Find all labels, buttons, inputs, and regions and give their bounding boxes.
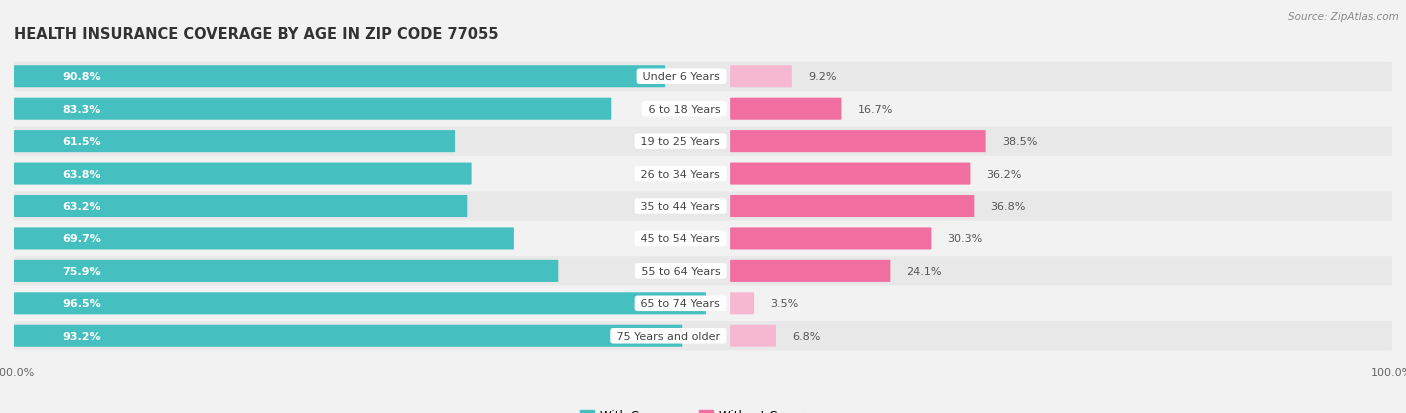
- Text: 75 Years and older: 75 Years and older: [613, 331, 724, 341]
- FancyBboxPatch shape: [730, 163, 970, 185]
- FancyBboxPatch shape: [14, 292, 706, 315]
- FancyBboxPatch shape: [14, 159, 1392, 189]
- FancyBboxPatch shape: [14, 98, 612, 121]
- Text: 65 to 74 Years: 65 to 74 Years: [637, 299, 724, 309]
- Text: HEALTH INSURANCE COVERAGE BY AGE IN ZIP CODE 77055: HEALTH INSURANCE COVERAGE BY AGE IN ZIP …: [14, 26, 499, 41]
- Text: 55 to 64 Years: 55 to 64 Years: [637, 266, 724, 276]
- Legend: With Coverage, Without Coverage: With Coverage, Without Coverage: [575, 404, 831, 413]
- Text: 30.3%: 30.3%: [948, 234, 983, 244]
- Text: Source: ZipAtlas.com: Source: ZipAtlas.com: [1288, 12, 1399, 22]
- FancyBboxPatch shape: [14, 95, 1392, 124]
- Text: 61.5%: 61.5%: [63, 137, 101, 147]
- Text: Under 6 Years: Under 6 Years: [640, 72, 724, 82]
- FancyBboxPatch shape: [730, 260, 890, 282]
- Text: 75.9%: 75.9%: [63, 266, 101, 276]
- Text: 3.5%: 3.5%: [770, 299, 799, 309]
- FancyBboxPatch shape: [14, 228, 513, 250]
- Text: 6.8%: 6.8%: [792, 331, 821, 341]
- Text: 45 to 54 Years: 45 to 54 Years: [637, 234, 724, 244]
- FancyBboxPatch shape: [14, 127, 1392, 157]
- Text: 63.2%: 63.2%: [63, 202, 101, 211]
- Text: 16.7%: 16.7%: [858, 104, 893, 114]
- FancyBboxPatch shape: [14, 325, 682, 347]
- Text: 24.1%: 24.1%: [907, 266, 942, 276]
- Text: 26 to 34 Years: 26 to 34 Years: [637, 169, 724, 179]
- Text: 96.5%: 96.5%: [63, 299, 101, 309]
- FancyBboxPatch shape: [730, 325, 776, 347]
- Text: 93.2%: 93.2%: [63, 331, 101, 341]
- FancyBboxPatch shape: [730, 195, 974, 218]
- FancyBboxPatch shape: [14, 62, 1392, 92]
- FancyBboxPatch shape: [14, 224, 1392, 254]
- Text: 38.5%: 38.5%: [1001, 137, 1038, 147]
- Text: 69.7%: 69.7%: [63, 234, 101, 244]
- Text: 9.2%: 9.2%: [808, 72, 837, 82]
- Text: 90.8%: 90.8%: [63, 72, 101, 82]
- FancyBboxPatch shape: [730, 131, 986, 153]
- Text: 6 to 18 Years: 6 to 18 Years: [644, 104, 724, 114]
- Text: 36.2%: 36.2%: [987, 169, 1022, 179]
- FancyBboxPatch shape: [14, 163, 471, 185]
- Text: 83.3%: 83.3%: [63, 104, 101, 114]
- Text: 19 to 25 Years: 19 to 25 Years: [637, 137, 724, 147]
- Text: 63.8%: 63.8%: [63, 169, 101, 179]
- FancyBboxPatch shape: [730, 228, 931, 250]
- Text: 36.8%: 36.8%: [990, 202, 1026, 211]
- FancyBboxPatch shape: [14, 321, 1392, 351]
- FancyBboxPatch shape: [14, 260, 558, 282]
- FancyBboxPatch shape: [14, 195, 467, 218]
- FancyBboxPatch shape: [14, 289, 1392, 318]
- FancyBboxPatch shape: [14, 66, 665, 88]
- FancyBboxPatch shape: [14, 131, 456, 153]
- FancyBboxPatch shape: [730, 66, 792, 88]
- FancyBboxPatch shape: [730, 98, 841, 121]
- FancyBboxPatch shape: [730, 292, 754, 315]
- FancyBboxPatch shape: [14, 256, 1392, 286]
- FancyBboxPatch shape: [14, 192, 1392, 221]
- Text: 35 to 44 Years: 35 to 44 Years: [637, 202, 724, 211]
